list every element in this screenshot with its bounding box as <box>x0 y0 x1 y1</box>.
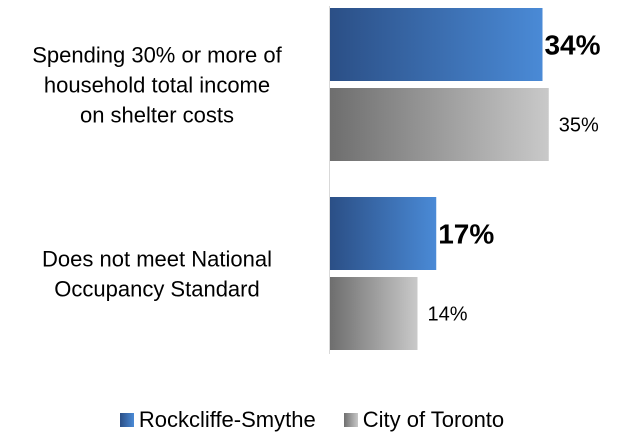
bar-toronto-0 <box>330 88 549 161</box>
category-label-line: Does not meet National <box>42 247 272 272</box>
category-label-line: on shelter costs <box>80 103 234 128</box>
bar-rockcliffe-1 <box>330 197 437 270</box>
data-label-rockcliffe-0: 34% <box>544 30 600 61</box>
category-label-line: household total income <box>44 73 270 98</box>
category-label-0: Spending 30% or more of household total i… <box>32 43 282 128</box>
category-label-line: Occupancy Standard <box>54 277 259 302</box>
legend-swatch-blue <box>119 413 134 427</box>
data-label-rockcliffe-1: 17% <box>438 219 494 250</box>
legend-item-toronto: City of Toronto <box>343 407 505 433</box>
bar-rockcliffe-0 <box>330 8 543 81</box>
legend-item-rockcliffe: Rockcliffe-Smythe <box>119 407 316 433</box>
bar-toronto-1 <box>330 277 418 350</box>
data-label-toronto-1: 14% <box>427 304 467 326</box>
data-label-toronto-0: 35% <box>559 115 599 137</box>
legend-swatch-gray <box>343 413 358 427</box>
legend: Rockcliffe-Smythe City of Toronto <box>0 405 624 435</box>
legend-label-rockcliffe: Rockcliffe-Smythe <box>138 407 316 432</box>
legend-label-toronto: City of Toronto <box>362 407 505 432</box>
category-label-line: Spending 30% or more of <box>32 43 282 68</box>
category-label-1: Does not meet National Occupancy Standard <box>42 247 272 302</box>
